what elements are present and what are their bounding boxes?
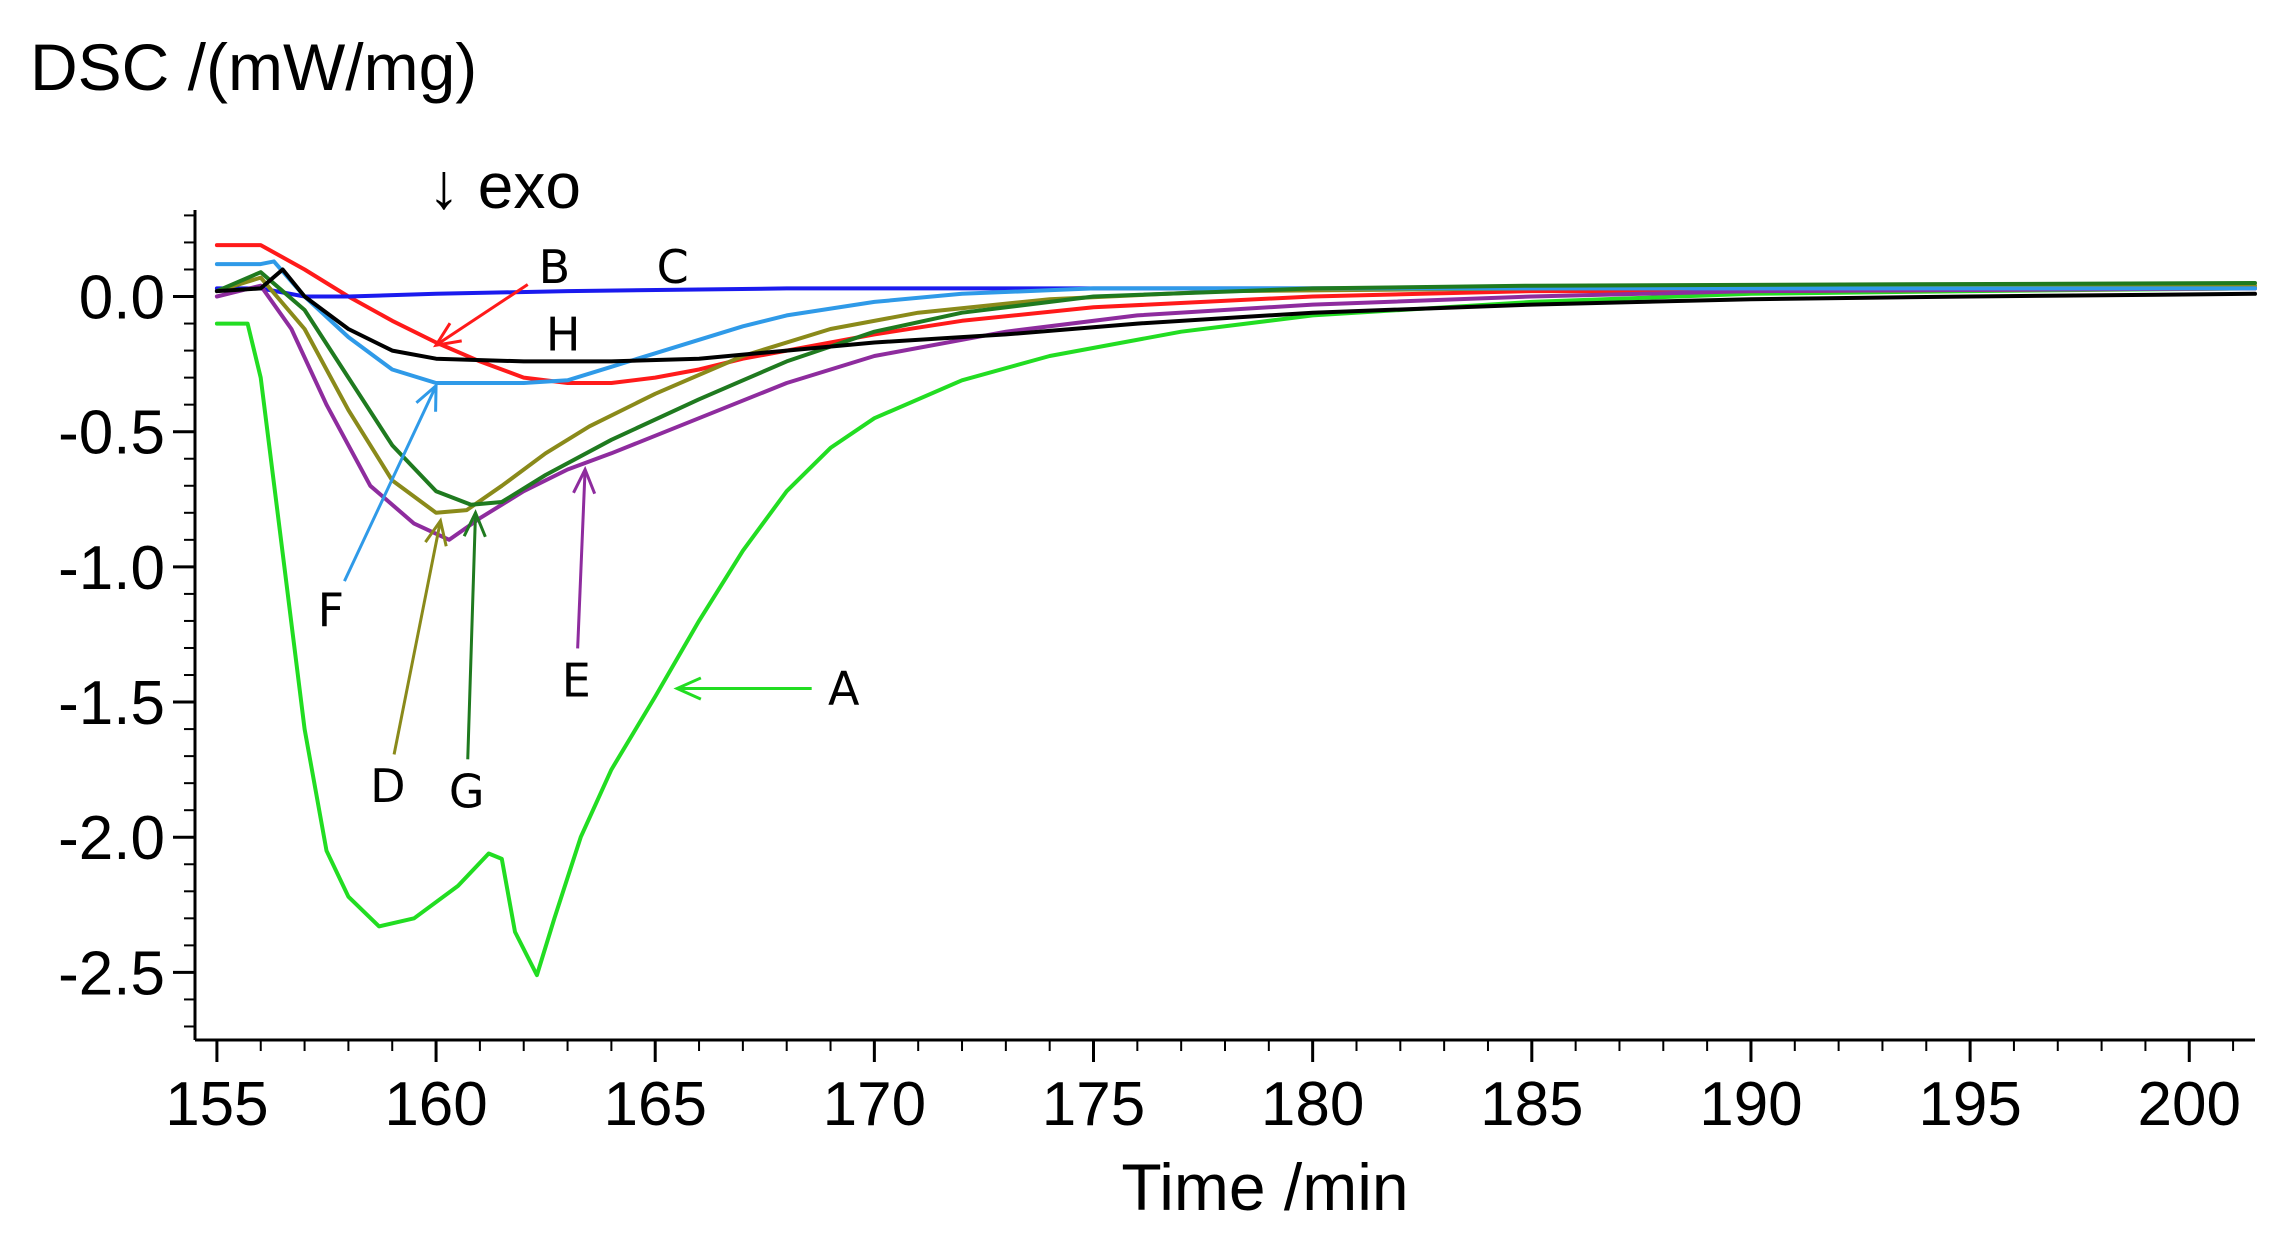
y-tick-label: -0.5 <box>58 399 165 468</box>
plot-area: 155 160 165 170 175 180 185 190 195 200 0.0 -0.5 -1.… <box>58 210 2257 1139</box>
series-line-b <box>214 243 2257 385</box>
y-tick-label: -2.0 <box>58 804 165 873</box>
x-tick-label: 175 <box>1042 1070 1145 1139</box>
x-tick-label: 200 <box>2138 1070 2241 1139</box>
x-tick-label: 185 <box>1480 1070 1583 1139</box>
y-tick-label: -1.5 <box>58 669 165 738</box>
arrowhead-g <box>462 509 487 538</box>
curve-label-g: G <box>449 764 485 818</box>
curve-label-c: C <box>657 240 689 294</box>
series-line-d <box>214 275 2257 515</box>
arrow-g <box>466 512 478 760</box>
x-tick-label: 170 <box>823 1070 926 1139</box>
y-tick-label: 0.0 <box>79 264 165 333</box>
y-tick-label: -1.0 <box>58 534 165 603</box>
curve-label-f: F <box>318 583 344 637</box>
series-line-a <box>214 286 2257 978</box>
exo-annotation: ↓ exo <box>428 150 581 222</box>
curve-label-b: B <box>539 240 571 294</box>
arrowhead-e <box>572 465 597 495</box>
arrowhead-a <box>673 676 702 701</box>
arrow-f <box>343 385 438 582</box>
curve-label-h: H <box>546 307 581 361</box>
arrowhead-d <box>424 517 448 547</box>
x-tick-label: 155 <box>165 1070 268 1139</box>
arrow-b <box>435 283 529 347</box>
curve-label-e: E <box>562 653 591 707</box>
series-line-g <box>214 270 2257 507</box>
y-tick-label: -2.5 <box>58 939 165 1008</box>
x-tick-label: 195 <box>1918 1070 2021 1139</box>
curve-label-a: A <box>828 662 860 716</box>
x-axis-title: Time /min <box>1121 1150 1408 1224</box>
x-tick-label: 160 <box>384 1070 487 1139</box>
series-line-e <box>214 283 2257 542</box>
series-line-f <box>214 259 2257 385</box>
y-axis-title: DSC /(mW/mg) <box>30 30 477 104</box>
series-line-h <box>214 267 2257 364</box>
arrow-e <box>576 469 587 649</box>
arrow-d <box>392 520 442 755</box>
x-tick-label: 190 <box>1699 1070 1802 1139</box>
arrowhead-b <box>432 322 462 348</box>
arrowhead-f <box>415 382 438 412</box>
curve-label-d: D <box>370 759 405 813</box>
x-tick-label: 180 <box>1261 1070 1364 1139</box>
x-tick-label: 165 <box>603 1070 706 1139</box>
